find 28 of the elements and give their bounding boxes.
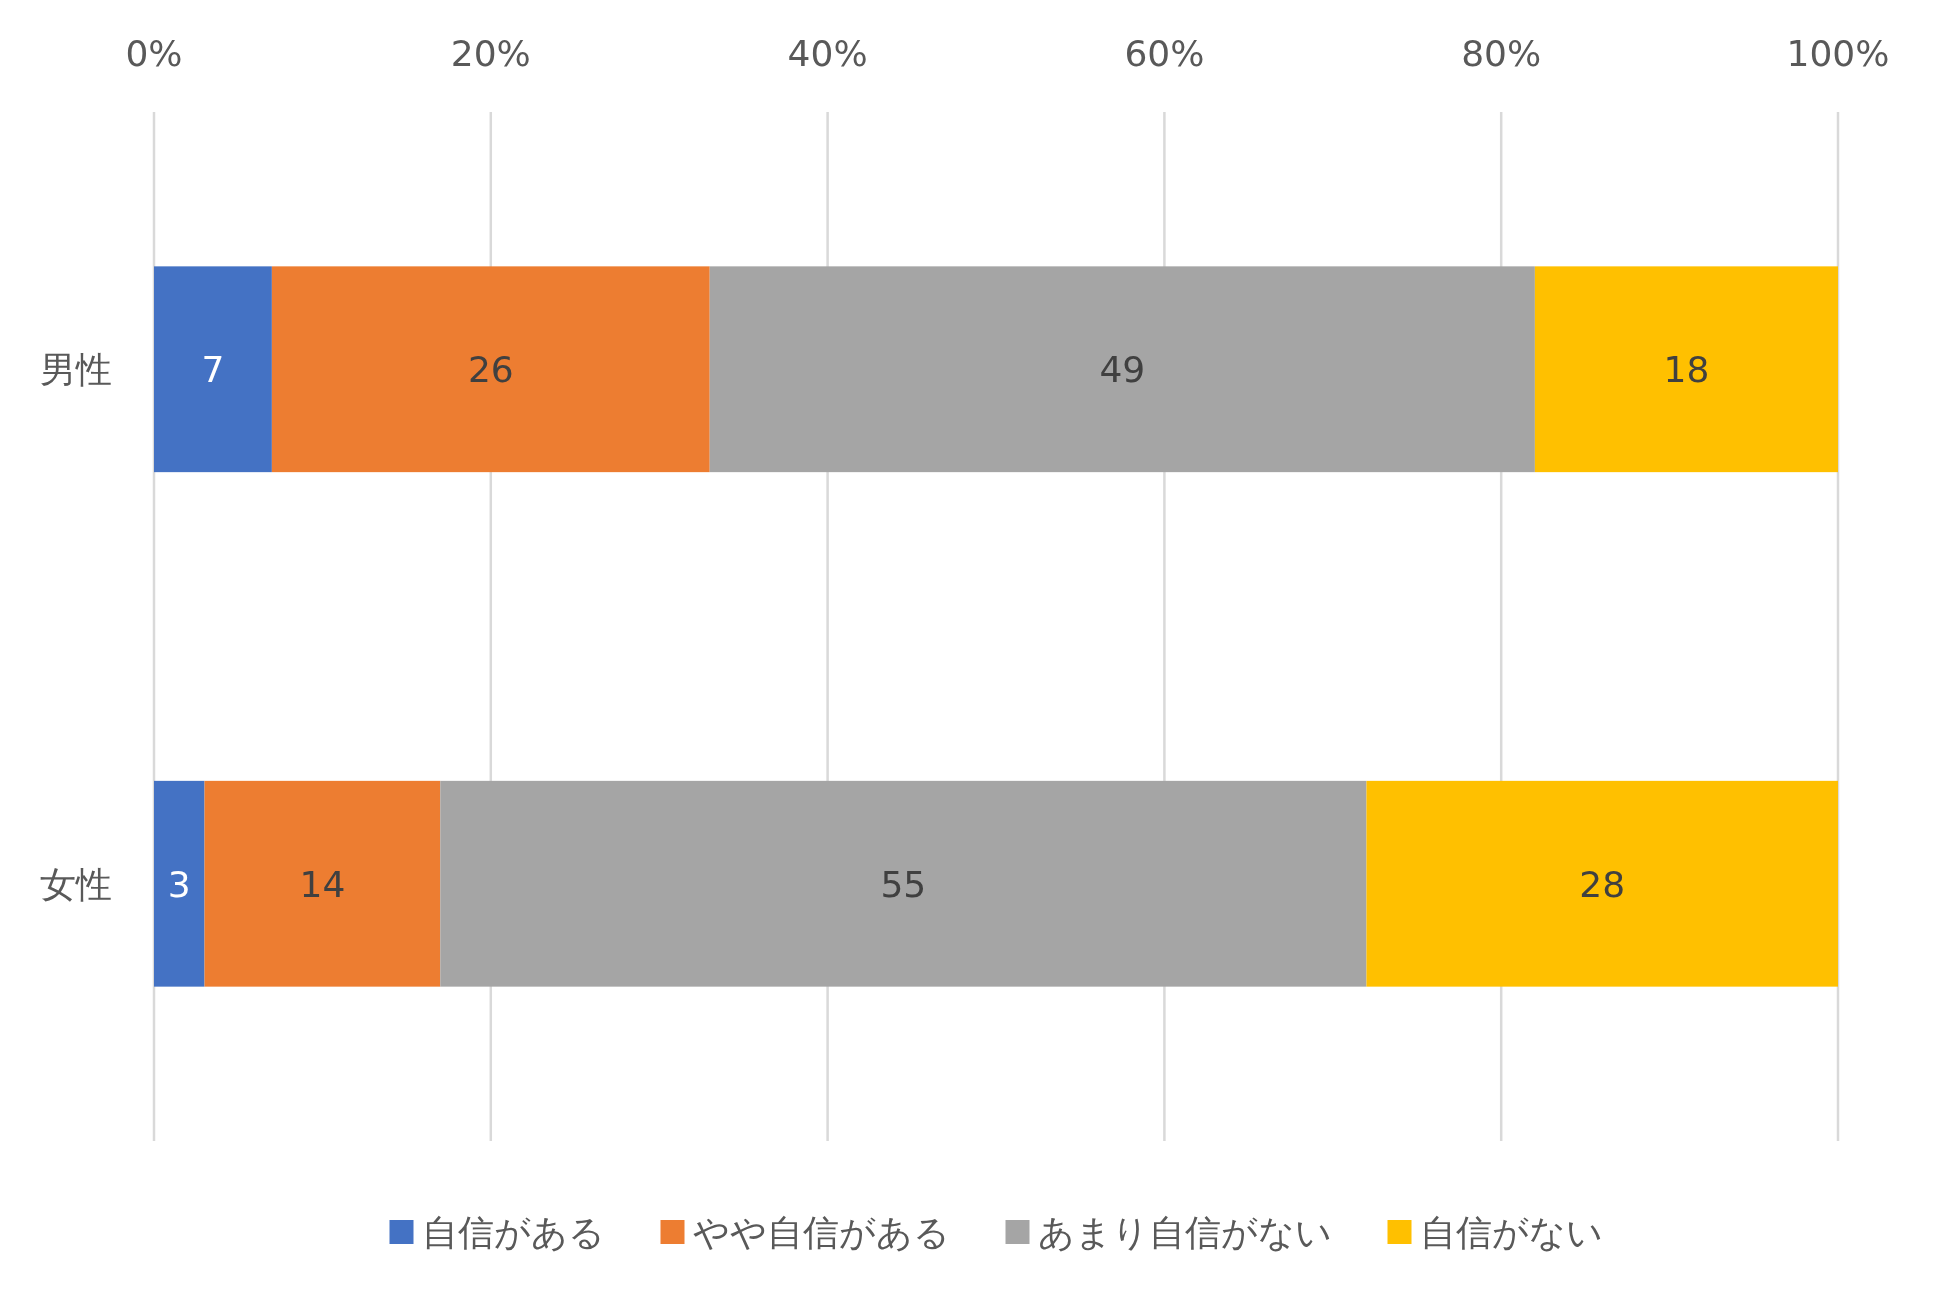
data-label: 14 [299, 863, 346, 905]
x-tick-label: 40% [787, 33, 868, 74]
x-tick-label: 20% [450, 33, 531, 74]
y-tick-label: 男性 [40, 349, 112, 391]
bar [1366, 780, 1838, 987]
data-label: 7 [201, 349, 225, 391]
bar [204, 780, 441, 987]
legend-label: あまり自信がない [1037, 1212, 1332, 1253]
bar [709, 266, 1535, 473]
data-label: 18 [1663, 349, 1710, 391]
legend-label: 自信がない [1419, 1212, 1603, 1253]
y-tick-label: 女性 [40, 863, 112, 905]
x-tick-label: 0% [125, 33, 183, 74]
data-label: 26 [467, 349, 514, 391]
bar [1534, 266, 1838, 473]
data-label: 28 [1579, 863, 1626, 905]
data-label: 55 [880, 863, 927, 905]
legend-label: 自信がある [421, 1212, 605, 1253]
legend-label: やや自信がある [692, 1212, 950, 1253]
x-tick-label: 100% [1786, 33, 1890, 74]
x-tick-label: 80% [1461, 33, 1542, 74]
data-label: 49 [1099, 349, 1146, 391]
bar [154, 780, 205, 987]
data-label: 3 [167, 863, 191, 905]
bar [440, 780, 1367, 987]
bar [154, 266, 272, 473]
bar [271, 266, 710, 473]
x-tick-label: 60% [1124, 33, 1205, 74]
